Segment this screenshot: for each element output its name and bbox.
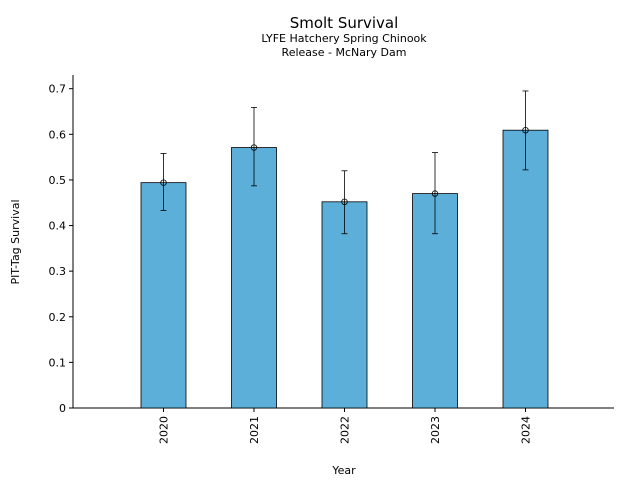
x-tick-label: 2024 <box>520 416 533 444</box>
y-tick-label: 0.2 <box>49 311 67 324</box>
y-tick-label: 0.6 <box>49 128 67 141</box>
x-tick-label: 2023 <box>429 416 442 444</box>
x-tick-label: 2021 <box>248 416 261 444</box>
bar <box>231 147 277 409</box>
x-tick-label: 2020 <box>158 416 171 444</box>
x-axis-label: Year <box>331 464 356 477</box>
bar <box>502 129 549 409</box>
y-tick-label: 0.5 <box>49 174 67 187</box>
y-tick-label: 0.7 <box>49 83 67 96</box>
chart-subtitle-line-1: LYFE Hatchery Spring Chinook <box>261 32 427 45</box>
data-point <box>160 179 167 186</box>
chart-subtitle-line-2: Release - McNary Dam <box>282 46 407 59</box>
y-tick-label: 0.1 <box>49 356 67 369</box>
chart-title: Smolt Survival <box>290 14 399 32</box>
plot-area: 0 0.1 0.2 0.3 0.4 0.5 0.6 0.7 2020 2021 2022 2023 20… <box>49 75 614 444</box>
data-point <box>341 198 348 206</box>
y-tick-label: 0.4 <box>49 220 67 233</box>
x-tick-label: 2022 <box>339 416 352 444</box>
y-tick-label: 0 <box>59 402 66 415</box>
data-point <box>522 126 529 134</box>
bar <box>140 182 187 409</box>
data-point <box>250 144 258 151</box>
data-point <box>431 190 439 197</box>
y-tick-label: 0.3 <box>49 265 67 278</box>
y-axis-label: PIT-Tag Survival <box>9 199 22 284</box>
